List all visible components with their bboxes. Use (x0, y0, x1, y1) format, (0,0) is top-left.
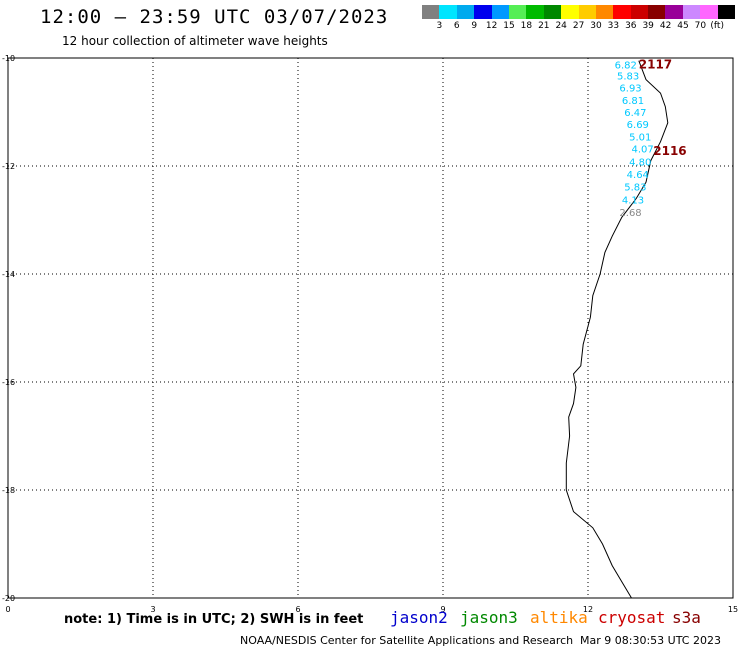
y-tick-label: -12 (2, 162, 15, 171)
footer-timestamp: Mar 9 08:30:53 UTC 2023 (580, 634, 721, 647)
y-tick-label: -18 (2, 486, 15, 495)
x-tick-label: 3 (150, 605, 155, 614)
legend-swatch (648, 5, 666, 19)
wave-height-value: 4.07 (632, 145, 654, 156)
wave-height-value: 4.64 (627, 170, 649, 181)
wave-height-value: 6.47 (624, 108, 646, 119)
legend-tick-label: 3 (436, 21, 443, 31)
x-tick-label: 12 (583, 605, 593, 614)
satellite-label-jason2: jason2 (390, 608, 448, 627)
wave-height-value: 4.80 (629, 158, 651, 169)
satellite-label-altika: altika (530, 608, 588, 627)
wave-height-value: 6.81 (622, 96, 644, 107)
legend-swatch (456, 5, 475, 19)
legend-tick-label: 18 (520, 21, 533, 31)
wave-height-value: 6.69 (627, 120, 649, 131)
map-title: 12:00 – 23:59 UTC 03/07/2023 (40, 6, 389, 28)
legend-tick-label: 12 (485, 21, 498, 31)
legend-swatch (578, 5, 596, 19)
legend-swatch (422, 5, 440, 19)
x-tick-label: 0 (5, 605, 10, 614)
y-tick-label: -10 (2, 54, 15, 63)
legend-tick-label: 42 (659, 21, 672, 31)
map-frame (7, 57, 734, 599)
wave-height-value: 5.01 (629, 132, 651, 143)
legend-tick-label: 70 (694, 21, 707, 31)
wave-height-value: 5.83 (624, 183, 646, 194)
legend-swatch (543, 5, 562, 19)
y-tick-label: -20 (2, 594, 15, 603)
legend-tick-label: 36 (625, 21, 637, 31)
wave-height-value: 5.83 (617, 71, 639, 82)
legend-swatch (561, 5, 579, 19)
footer-credit: NOAA/NESDIS Center for Satellite Applica… (240, 634, 574, 647)
pass-time-label: 2116 (653, 144, 686, 158)
legend-swatch (717, 5, 736, 19)
legend-tick-labels: 3 6 9 12 15 18 21 24 27 30 33 36 39 42 45 70 (ft) (422, 21, 740, 33)
x-tick-label: 15 (728, 605, 738, 614)
coastline (565, 60, 669, 599)
wave-height-color-legend (422, 5, 736, 19)
y-tick-label: -14 (2, 270, 15, 279)
x-tick-label: 6 (295, 605, 300, 614)
legend-swatch (508, 5, 527, 19)
y-tick-label: -16 (2, 378, 15, 387)
legend-tick-label: 27 (572, 21, 585, 31)
map-subtitle: 12 hour collection of altimeter wave hei… (62, 34, 328, 48)
wave-height-value: 6.82 (615, 60, 637, 71)
legend-swatch (526, 5, 544, 19)
wave-height-value: 4.13 (622, 195, 644, 206)
legend-tick-label: 30 (590, 21, 602, 31)
legend-swatch (665, 5, 683, 19)
x-tick-label: 9 (440, 605, 445, 614)
legend-tick-label: 24 (555, 21, 567, 31)
legend-swatch (439, 5, 457, 19)
legend-unit-label: (ft) (710, 21, 724, 31)
legend-swatch (491, 5, 509, 19)
legend-swatch (613, 5, 631, 19)
satellite-label-s3a: s3a (672, 608, 701, 627)
legend-swatch (595, 5, 614, 19)
legend-tick-label: 6 (453, 21, 460, 31)
legend-swatch (630, 5, 649, 19)
wave-height-value: 6.93 (619, 84, 641, 95)
legend-tick-label: 21 (538, 21, 550, 31)
legend-tick-label: 39 (642, 21, 654, 31)
legend-swatch (682, 5, 701, 19)
legend-tick-label: 9 (471, 21, 478, 31)
satellite-label-jason3: jason3 (460, 608, 518, 627)
legend-tick-label: 33 (607, 21, 620, 31)
legend-swatch (474, 5, 492, 19)
legend-tick-label: 15 (503, 21, 515, 31)
legend-tick-label: 45 (677, 21, 689, 31)
legend-swatch (700, 5, 718, 19)
note-text: note: 1) Time is in UTC; 2) SWH is in fe… (64, 612, 364, 627)
satellite-label-cryosat: cryosat (598, 608, 666, 627)
wave-height-value: 2.68 (619, 208, 641, 219)
pass-time-label: 2117 (639, 57, 672, 71)
